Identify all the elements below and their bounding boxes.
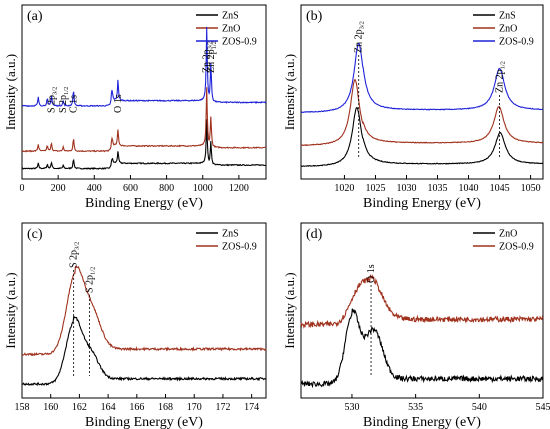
panel-c: 158 160 162 164 166 168 170 172 174 Binding Energ… bbox=[3, 222, 267, 429]
x-tick-label: 1020 bbox=[334, 183, 354, 194]
x-tick-label: 540 bbox=[472, 402, 487, 413]
x-tick-label: 600 bbox=[123, 183, 138, 194]
legend-entry: ZnS bbox=[222, 229, 239, 240]
series-line-zns bbox=[21, 119, 267, 170]
series-line-zns bbox=[21, 315, 267, 387]
series-line-zos-0-9 bbox=[21, 26, 267, 108]
peak-annotation: S 2p3/2 bbox=[46, 87, 58, 113]
y-axis-label: Intensity (a.u.) bbox=[3, 272, 18, 348]
series-line-zno bbox=[300, 308, 544, 389]
legend-entry: ZnS bbox=[222, 11, 239, 22]
legend-entry: ZOS-0.9 bbox=[222, 37, 257, 48]
x-tick-label: 170 bbox=[187, 402, 202, 413]
x-tick-label: 172 bbox=[215, 402, 230, 413]
panel-label: (a) bbox=[27, 9, 43, 24]
x-tick-label: 162 bbox=[72, 402, 87, 413]
x-tick-label: 1040 bbox=[459, 183, 479, 194]
peak-annotation: C 1s bbox=[69, 95, 80, 113]
panel-label: (d) bbox=[306, 227, 323, 242]
y-axis-label: Intensity (a.u.) bbox=[282, 54, 297, 130]
x-tick-label: 200 bbox=[51, 183, 66, 194]
x-tick-label: 530 bbox=[344, 402, 359, 413]
legend-entry: ZOS-0.9 bbox=[499, 242, 534, 253]
peak-annotation: S 2p1/2 bbox=[84, 267, 96, 293]
x-tick-label: 158 bbox=[15, 402, 30, 413]
y-axis-label: Intensity (a.u.) bbox=[3, 54, 18, 130]
x-tick-label: 168 bbox=[158, 402, 173, 413]
x-tick-label: 1000 bbox=[193, 183, 213, 194]
panel-label: (b) bbox=[306, 9, 323, 24]
peak-annotation-subscript: 3/2 bbox=[51, 87, 58, 95]
x-tick-label: 1050 bbox=[521, 183, 541, 194]
peak-annotation: S 2p3/2 bbox=[69, 242, 81, 268]
panel-label: (c) bbox=[27, 227, 43, 242]
legend-entry: ZOS-0.9 bbox=[499, 37, 534, 48]
peak-annotation-subscript: 3/2 bbox=[207, 41, 214, 49]
peak-annotation-subscript: 1/2 bbox=[500, 61, 507, 69]
series-line-zos-0-9 bbox=[21, 265, 267, 357]
series-line-zns bbox=[301, 106, 544, 167]
y-axis-label: Intensity (a.u.) bbox=[282, 272, 297, 348]
x-axis-label: Binding Energy (eV) bbox=[85, 196, 203, 211]
x-tick-label: 535 bbox=[408, 402, 423, 413]
series-line-zno bbox=[300, 79, 544, 147]
x-axis-label: Binding Energy (eV) bbox=[363, 415, 481, 429]
peak-annotation-subscript: 1/2 bbox=[63, 87, 70, 95]
peak-annotation-subscript: 1/2 bbox=[89, 267, 96, 275]
x-tick-label: 166 bbox=[129, 402, 144, 413]
x-tick-label: 1045 bbox=[490, 183, 510, 194]
x-tick-label: 400 bbox=[87, 183, 102, 194]
series-line-zno bbox=[21, 87, 267, 153]
peak-annotation: O 1s bbox=[366, 264, 377, 283]
peak-annotation-subscript: 3/2 bbox=[359, 21, 366, 29]
x-axis-label: Binding Energy (eV) bbox=[85, 415, 203, 429]
x-tick-label: 1025 bbox=[365, 183, 385, 194]
x-tick-label: 1200 bbox=[229, 183, 249, 194]
x-tick-label: 174 bbox=[244, 402, 259, 413]
x-tick-label: 1030 bbox=[396, 183, 416, 194]
panel-a: 0 200 400 600 800 1000 1200 Binding Energy (eV)… bbox=[3, 4, 267, 211]
peak-annotation: Zn 2p3/2 bbox=[354, 21, 366, 53]
x-tick-label: 0 bbox=[20, 183, 25, 194]
x-tick-label: 800 bbox=[159, 183, 174, 194]
series-line-zos-0-9 bbox=[300, 42, 544, 113]
x-tick-label: 545 bbox=[536, 402, 550, 413]
plot-frame bbox=[300, 222, 544, 399]
legend-entry: ZnO bbox=[222, 24, 240, 35]
plot-frame bbox=[21, 222, 267, 399]
plot-frame bbox=[300, 4, 544, 180]
x-tick-label: 1035 bbox=[428, 183, 448, 194]
peak-annotation: O 1s bbox=[113, 94, 124, 113]
panel-d: 530 535 540 545 Binding Energy (eV) Intensity… bbox=[282, 222, 550, 429]
x-axis-label: Binding Energy (eV) bbox=[363, 196, 481, 211]
legend-entry: ZnO bbox=[499, 229, 517, 240]
panel-b: 1020 1025 1030 1035 1040 1045 1050 Binding Ener… bbox=[282, 4, 544, 211]
peak-annotation: Zn 2p1/2 bbox=[495, 61, 507, 93]
peak-annotation-subscript: 3/2 bbox=[74, 242, 81, 250]
x-tick-label: 160 bbox=[43, 402, 58, 413]
legend-entry: ZnS bbox=[499, 11, 516, 22]
peak-annotation-subscript: 1/2 bbox=[211, 41, 218, 49]
legend-entry: ZOS-0.9 bbox=[222, 242, 257, 253]
plot-frame bbox=[21, 4, 267, 180]
series-line-zos-0-9 bbox=[300, 273, 544, 329]
x-tick-label: 164 bbox=[101, 402, 116, 413]
legend-entry: ZnO bbox=[499, 24, 517, 35]
